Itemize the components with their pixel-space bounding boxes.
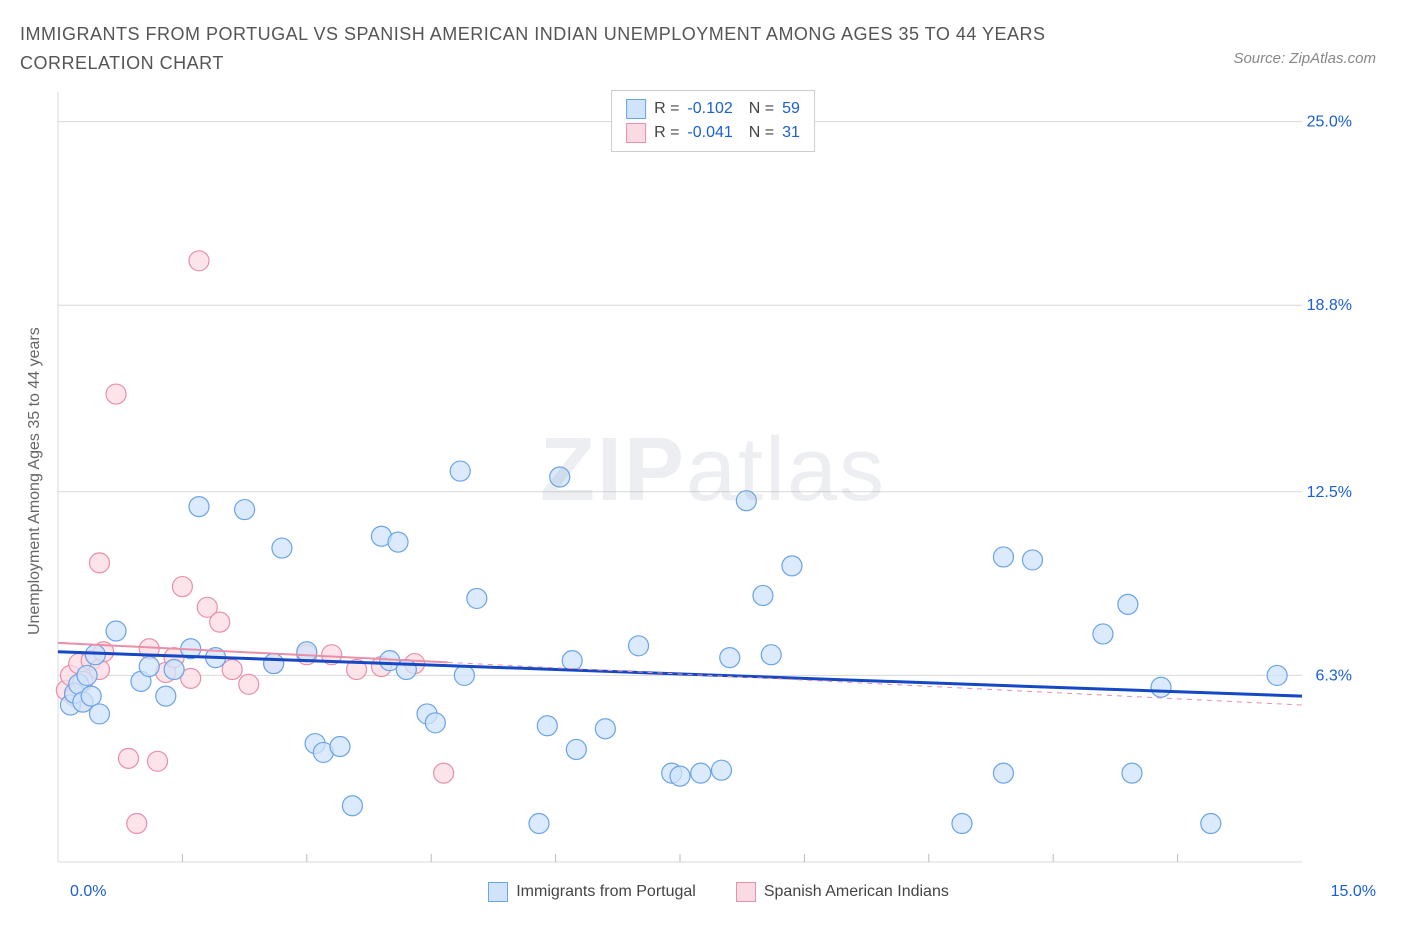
chart-source: Source: ZipAtlas.com	[1233, 20, 1376, 67]
legend-swatch	[736, 882, 756, 902]
svg-text:25.0%: 25.0%	[1307, 113, 1352, 130]
legend-swatch	[626, 123, 646, 143]
legend-stats: R =-0.102 N =59 R =-0.041 N =31	[611, 90, 815, 152]
chart-header: IMMIGRANTS FROM PORTUGAL VS SPANISH AMER…	[20, 20, 1376, 78]
legend-series: Immigrants from Portugal Spanish American…	[488, 882, 949, 902]
legend-swatch	[626, 99, 646, 119]
y-axis-label: Unemployment Among Ages 35 to 44 years	[20, 86, 50, 876]
legend-item: Spanish American Indians	[736, 882, 949, 902]
legend-item: Immigrants from Portugal	[488, 882, 696, 902]
x-axis-min: 0.0%	[70, 883, 106, 901]
chart-area: Unemployment Among Ages 35 to 44 years R…	[20, 86, 1376, 876]
legend-swatch	[488, 882, 508, 902]
plot-container: R =-0.102 N =59 R =-0.041 N =31 ZIPatlas…	[50, 86, 1376, 876]
chart-title: IMMIGRANTS FROM PORTUGAL VS SPANISH AMER…	[20, 20, 1120, 78]
legend-stat-row: R =-0.102 N =59	[626, 97, 800, 121]
bottom-legend: 0.0% Immigrants from Portugal Spanish Ame…	[20, 876, 1376, 902]
scatter-plot: 6.3% 12.5% 18.8% 25.0%	[50, 86, 1360, 876]
svg-text:12.5%: 12.5%	[1307, 483, 1352, 500]
x-axis-max: 15.0%	[1331, 883, 1376, 901]
svg-text:6.3%: 6.3%	[1316, 667, 1352, 684]
svg-text:18.8%: 18.8%	[1307, 297, 1352, 314]
legend-stat-row: R =-0.041 N =31	[626, 121, 800, 145]
